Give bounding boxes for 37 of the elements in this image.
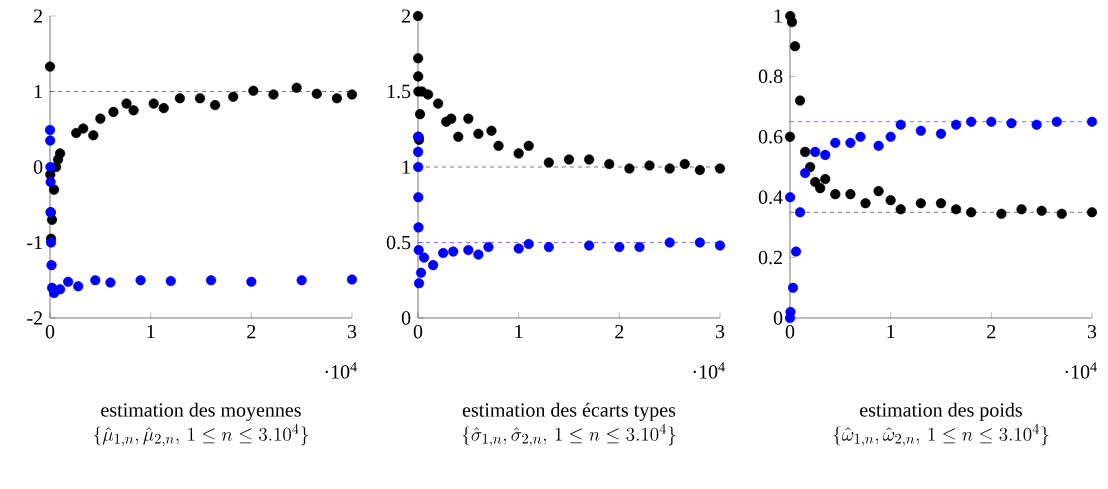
y-tick-label: 0 (773, 311, 783, 325)
x-tick-label: 0 (413, 324, 423, 339)
y-tick-label: 1.5 (387, 84, 411, 99)
y-tick-label: 2 (33, 9, 42, 23)
x-tick-label: 3 (347, 324, 357, 339)
x-tick-label: 0 (785, 324, 795, 339)
x-tick-label: 2 (247, 324, 256, 339)
y-tick-label: 0.6 (758, 130, 783, 144)
y-tick-label: 0.5 (386, 235, 411, 250)
y-tick-label: -2 (27, 311, 42, 325)
x-axis-title: estimation des moyennes (101, 402, 301, 421)
y-tick-label: 0 (33, 160, 43, 174)
text: ·10$^{4}$ (693, 362, 725, 379)
x-tick-label: 1 (887, 324, 895, 339)
y-tick-label: 0.2 (758, 250, 782, 265)
y-tick-label: -1 (27, 235, 42, 250)
x-tick-label: 2 (987, 324, 996, 339)
x-tick-label: 1 (147, 324, 155, 339)
x-axis-title: estimation des écarts types (462, 402, 676, 421)
y-tick-label: 2 (401, 9, 410, 23)
x-tick-label: 1 (515, 324, 523, 339)
x-tick-label: 0 (45, 324, 55, 339)
y-tick-label: 0.4 (758, 190, 783, 204)
text: $\{\hat{\sigma}_{1,n},\hat{\sigma}_{2,n},\, 1\leq n\leq 3.10^4\}$ (462, 423, 676, 447)
y-tick-label: 0 (401, 311, 411, 325)
text: ·10$^{4}$ (1065, 362, 1097, 379)
text: $\{\hat{\omega}_{1,n},\hat{\omega}_{2,n},\, 1\leq n\leq 3.10^4\}$ (833, 423, 1049, 447)
text: ·10$^{4}$ (325, 362, 357, 379)
y-tick-label: 0.8 (758, 69, 783, 84)
y-tick-label: 1 (34, 84, 42, 99)
x-tick-label: 3 (715, 324, 725, 339)
text: $\{\hat{\mu}_{1,n},\hat{\mu}_{2,n},\, 1\leq n\leq 3.10^4\}$ (94, 423, 308, 447)
x-tick-label: 2 (615, 324, 624, 339)
y-tick-label: 1 (774, 9, 782, 23)
x-tick-label: 3 (1087, 324, 1097, 339)
y-tick-label: 1 (402, 160, 410, 174)
x-axis-title: estimation des poids (860, 402, 1022, 421)
